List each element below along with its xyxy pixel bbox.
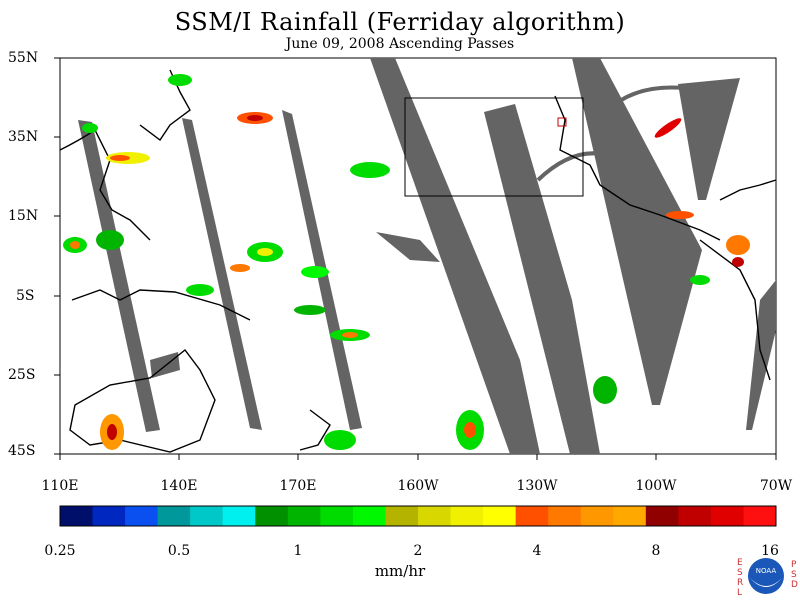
colorbar xyxy=(59,505,777,527)
lon-label-70w: 70W xyxy=(759,478,793,494)
colorbar-swatch xyxy=(710,506,744,526)
rain-patches xyxy=(63,74,750,450)
colorbar-swatch xyxy=(92,506,126,526)
map-title: SSM/I Rainfall (Ferriday algorithm) xyxy=(174,8,626,36)
asia-coast xyxy=(59,128,151,241)
colorbar-label-2: 1 xyxy=(293,543,303,559)
colorbar-label-3: 2 xyxy=(413,543,423,559)
lat-label-45s: 45S xyxy=(8,443,36,459)
colorbar-swatch xyxy=(60,506,94,526)
swath-gap-6 xyxy=(484,104,600,454)
swath-gap-1 xyxy=(78,120,160,432)
lat-label-25s: 25S xyxy=(8,367,36,383)
lat-label-35n: 35N xyxy=(8,129,39,145)
colorbar-swatch xyxy=(645,506,679,526)
colorbar-swatch xyxy=(515,506,549,526)
colorbar-label-4: 4 xyxy=(532,543,542,559)
colorbar-swatch xyxy=(483,506,517,526)
colorbar-units: mm/hr xyxy=(374,562,426,580)
colorbar-swatch xyxy=(548,506,582,526)
colorbar-label-5: 8 xyxy=(651,543,661,559)
lat-label-5s: 5S xyxy=(16,288,35,304)
colorbar-swatch xyxy=(580,506,614,526)
colorbar-label-1: 0.5 xyxy=(167,543,191,559)
colorbar-swatch xyxy=(352,506,386,526)
lon-label-110e: 110E xyxy=(41,478,79,494)
swath-gap-8 xyxy=(678,78,740,200)
axis-ticks xyxy=(54,57,777,460)
colorbar-label-0: 0.25 xyxy=(44,543,76,559)
colorbar-label-6: 16 xyxy=(761,543,779,559)
colorbar-swatch xyxy=(125,506,159,526)
noaa-logo-icon: NOAA xyxy=(748,558,784,594)
lon-label-140e: 140E xyxy=(160,478,198,494)
lat-label-55n: 55N xyxy=(8,50,39,66)
colorbar-swatch xyxy=(190,506,224,526)
region-box xyxy=(404,97,584,197)
lon-label-160w: 160W xyxy=(397,478,439,494)
caribbean-coast xyxy=(719,179,777,201)
colorbar-swatch xyxy=(157,506,191,526)
colorbar-swatch xyxy=(418,506,452,526)
colorbar-swatch xyxy=(255,506,289,526)
japan-coast xyxy=(139,69,191,142)
swath-gap-2 xyxy=(182,118,262,430)
colorbar-swatch xyxy=(222,506,256,526)
swath-gap-5 xyxy=(376,232,440,262)
colorbar-swatch xyxy=(385,506,419,526)
north-america-coast xyxy=(554,95,721,241)
colorbar-swatch xyxy=(743,506,777,526)
lon-label-170e: 170E xyxy=(279,478,317,494)
station-marker xyxy=(557,117,567,127)
colorbar-swatch xyxy=(320,506,354,526)
south-america-coast xyxy=(699,239,771,381)
lat-label-15n: 15N xyxy=(8,208,39,224)
lon-label-130w: 130W xyxy=(516,478,558,494)
lon-label-100w: 100W xyxy=(635,478,677,494)
map-subtitle: June 09, 2008 Ascending Passes xyxy=(285,36,515,52)
colorbar-swatch xyxy=(613,506,647,526)
colorbar-swatch xyxy=(678,506,712,526)
coastlines xyxy=(59,69,777,453)
swath-gap-7 xyxy=(572,58,702,405)
swath-edge-arc xyxy=(536,151,621,182)
new-zealand-coast xyxy=(299,409,331,451)
colorbar-swatch xyxy=(450,506,484,526)
noaa-logo-text: NOAA xyxy=(756,567,777,575)
swath-edge-arc-2 xyxy=(606,85,701,112)
australia-coast xyxy=(69,349,216,453)
colorbar-swatch xyxy=(287,506,321,526)
colorbar-border xyxy=(59,505,777,527)
indonesia-coast xyxy=(71,289,251,321)
swath-gap-4 xyxy=(370,58,540,454)
